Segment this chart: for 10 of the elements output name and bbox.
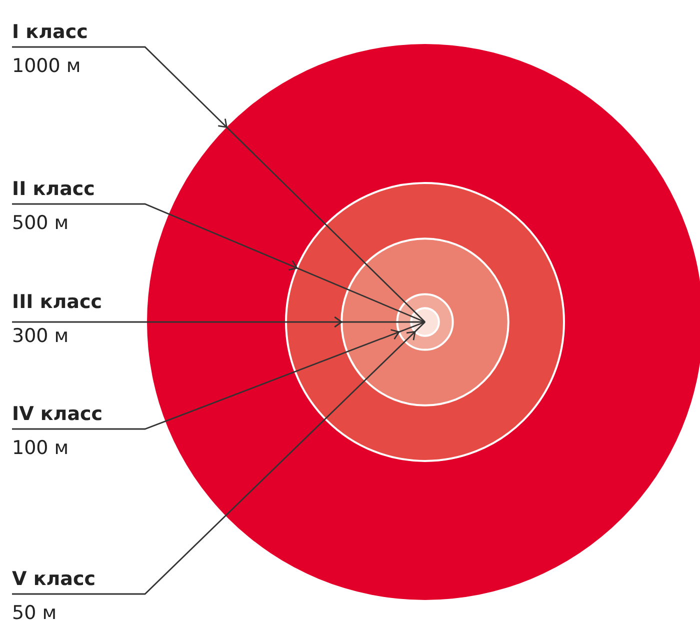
- category-label: I класс: [12, 21, 88, 43]
- data-label: 1000 м: [12, 55, 81, 77]
- category-label: II класс: [12, 178, 95, 200]
- data-label: 300 м: [12, 325, 69, 347]
- category-label: V класс: [12, 568, 96, 590]
- data-label: 50 м: [12, 602, 57, 624]
- category-label: III класс: [12, 291, 102, 313]
- data-label: 500 м: [12, 212, 69, 234]
- data-label: 100 м: [12, 437, 69, 459]
- category-label: IV класс: [12, 403, 103, 425]
